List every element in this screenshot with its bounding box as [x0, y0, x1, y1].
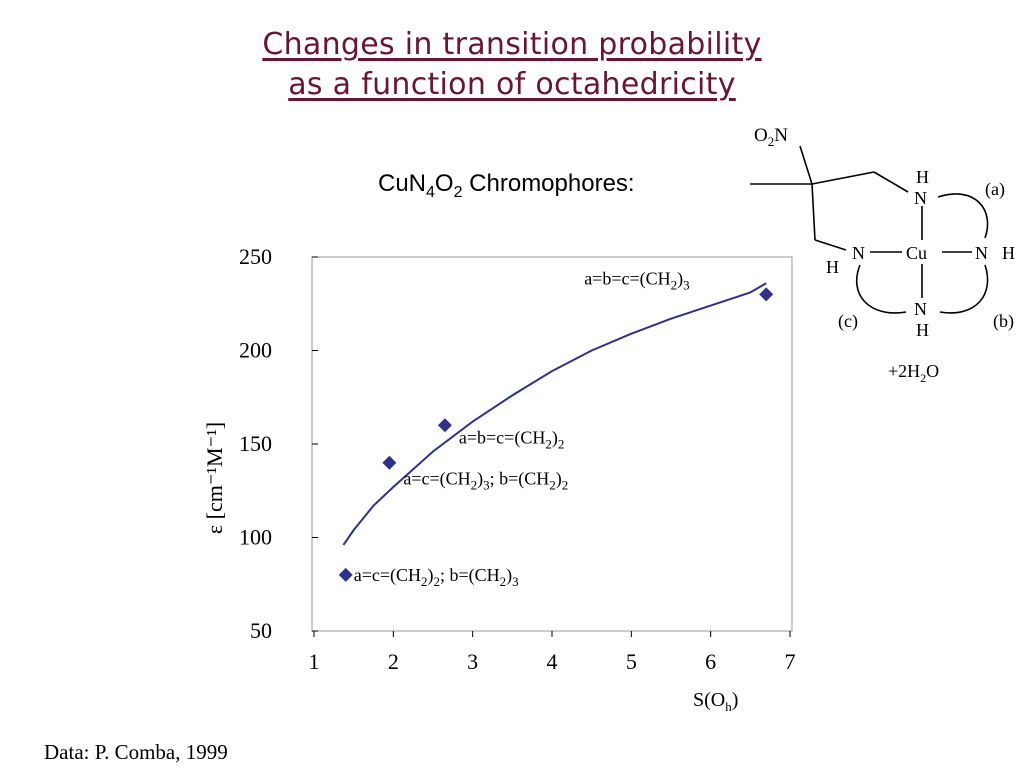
- x-tick-label: 2: [388, 649, 399, 674]
- water-label: +2H2O: [888, 361, 939, 385]
- chromophore-sub2: 2: [453, 183, 463, 201]
- x-tick-label: 7: [785, 649, 796, 674]
- data-point-marker: [338, 567, 353, 582]
- ring-label-c: (c): [838, 311, 858, 332]
- chart-axes: 1 2 3 4 5 6 7 50 100 150 200 250: [239, 244, 796, 674]
- data-point-marker: [759, 287, 774, 302]
- chromophore-suffix: Chromophores:: [462, 170, 635, 197]
- atom-h-bottom: H: [916, 320, 929, 340]
- data-point-label: a=c=(CH2)3; b=(CH2)2: [403, 469, 568, 493]
- data-credit: Data: P. Comba, 1999: [44, 740, 228, 764]
- bond-ch2-nh: [873, 171, 909, 193]
- ring-label-b: (b): [993, 311, 1014, 332]
- atom-nh-top-n: N: [914, 188, 927, 208]
- atom-h-right: H: [1002, 243, 1015, 263]
- chromophore-sub1: 4: [426, 183, 435, 201]
- slide-title-line1: Changes in transition probability: [262, 27, 762, 62]
- structure-bonds: [750, 145, 989, 314]
- data-markers-group: [338, 287, 774, 582]
- fit-curve-group: [342, 282, 767, 546]
- x-tick-label: 3: [467, 649, 478, 674]
- slide-title-line2: as a function of octahedricity: [288, 67, 736, 102]
- atom-o2n: O2N: [754, 125, 788, 149]
- x-tick-label: 4: [547, 649, 558, 674]
- atom-n-left: N: [852, 243, 865, 263]
- y-tick-label: 200: [239, 338, 272, 363]
- data-point-marker: [382, 455, 397, 470]
- atom-cu: Cu: [906, 243, 927, 263]
- atom-n-right: N: [975, 243, 988, 263]
- chromophore-label: CuN4O2 Chromophores:: [378, 170, 635, 202]
- atom-n-bottom: N: [914, 299, 927, 319]
- y-tick-label: 50: [250, 618, 272, 643]
- data-point-label: a=c=(CH2)2; b=(CH2)3: [354, 565, 519, 589]
- data-point-label: a=b=c=(CH2)2: [459, 427, 564, 451]
- x-tick-label: 5: [626, 649, 637, 674]
- bond-c-ch2-left: [811, 183, 816, 241]
- data-labels-group: a=c=(CH2)2; b=(CH2)3 a=c=(CH2)3; b=(CH2)2…: [354, 268, 690, 589]
- bond-c-ch2-top: [811, 171, 875, 185]
- chromophore-prefix: CuN: [378, 170, 427, 197]
- y-tick-label: 150: [239, 431, 272, 456]
- chromophore-mid: O: [434, 170, 454, 197]
- x-axis-label: S(Oh): [693, 689, 738, 714]
- atom-h-left: H: [826, 257, 839, 277]
- x-tick-label: 6: [705, 649, 716, 674]
- bond-ch2-nleft: [814, 239, 847, 251]
- ring-c-arc: [855, 264, 907, 314]
- ring-label-a: (a): [985, 179, 1005, 200]
- fit-curve: [342, 282, 767, 546]
- ring-a-arc: [937, 193, 989, 239]
- ring-b-arc: [939, 264, 989, 314]
- y-tick-label: 100: [239, 525, 272, 550]
- bond-c-no2: [799, 145, 813, 185]
- atom-nh-top-h: H: [916, 167, 929, 187]
- y-tick-label: 250: [239, 244, 272, 269]
- data-point-marker: [437, 418, 452, 433]
- y-axis-label: ε [cm⁻¹M⁻¹]: [202, 422, 227, 534]
- data-point-label: a=b=c=(CH2)3: [584, 268, 689, 292]
- x-tick-label: 1: [309, 649, 320, 674]
